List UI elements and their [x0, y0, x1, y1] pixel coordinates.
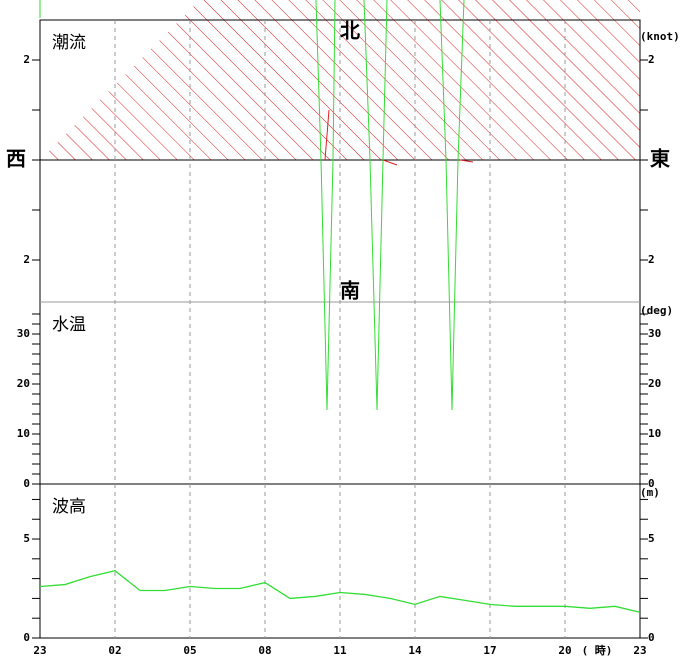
current-stub: [459, 159, 474, 163]
green-trace: [315, 0, 336, 411]
x-tick-label: 20: [558, 644, 571, 657]
current-stub: [324, 109, 330, 161]
east-label: 東: [650, 147, 670, 171]
y-tick-label: 2: [23, 253, 30, 266]
green-trace: [439, 0, 465, 411]
y-tick-label: 2: [648, 253, 655, 266]
y-tick-label: 0: [648, 477, 655, 490]
y-tick-label: 20: [17, 377, 30, 390]
panel-title: 波高: [52, 497, 86, 517]
x-tick-label: 17: [483, 644, 496, 657]
y-tick-label: 2: [23, 53, 30, 66]
y-tick-label: 0: [23, 477, 30, 490]
x-tick-label: 08: [258, 644, 271, 657]
north-label: 北: [340, 19, 360, 43]
y-tick-label: 5: [23, 532, 30, 545]
x-tick-label: 02: [108, 644, 121, 657]
panel-title: 潮流: [52, 33, 86, 53]
south-label: 南: [340, 279, 360, 303]
x-tick-label: 14: [408, 644, 422, 657]
unit-label: (deg): [640, 304, 673, 317]
west-label: 西: [6, 147, 26, 171]
y-tick-label: 10: [648, 427, 661, 440]
current-stub: [382, 159, 398, 166]
y-tick-label: 30: [17, 327, 30, 340]
y-tick-label: 5: [648, 532, 655, 545]
x-tick-label: 23: [633, 644, 646, 657]
panel-title: 水温: [52, 315, 86, 335]
x-tick-label: 11: [333, 644, 347, 657]
y-tick-label: 0: [23, 631, 30, 644]
y-tick-label: 10: [17, 427, 30, 440]
series-line: [39, 569, 641, 613]
x-tick-label: 05: [183, 644, 196, 657]
green-trace: [363, 0, 388, 411]
y-tick-label: 20: [648, 377, 661, 390]
y-tick-label: 30: [648, 327, 661, 340]
y-tick-label: 2: [648, 53, 655, 66]
x-unit: ( 時): [582, 643, 613, 657]
unit-label: (knot): [640, 30, 680, 43]
unit-label: (m): [640, 486, 660, 499]
x-tick-label: 23: [33, 644, 46, 657]
y-tick-label: 0: [648, 631, 655, 644]
